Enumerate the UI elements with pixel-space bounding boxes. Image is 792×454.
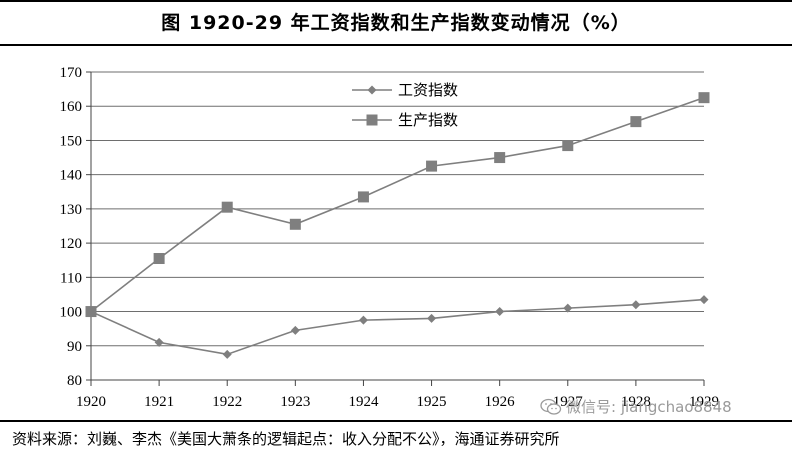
watermark: 微信号: jiangchao8848 <box>540 396 732 417</box>
watermark-text: 微信号: jiangchao8848 <box>566 398 732 416</box>
data-point <box>358 315 368 325</box>
y-tick-label: 150 <box>60 133 83 149</box>
y-tick-label: 100 <box>60 305 83 321</box>
legend-label: 生产指数 <box>398 111 458 129</box>
data-point <box>222 349 232 359</box>
y-tick-label: 110 <box>60 270 82 286</box>
chart-title-bar: 图 1920-29 年工资指数和生产指数变动情况（%） <box>0 0 792 46</box>
data-point <box>631 300 641 310</box>
x-tick-label: 1928 <box>621 394 651 410</box>
x-tick-label: 1926 <box>485 394 516 410</box>
data-point <box>562 140 574 152</box>
data-point <box>357 191 369 203</box>
data-point <box>494 152 506 164</box>
x-tick-label: 1920 <box>76 394 106 410</box>
source-note-bar: 资料来源：刘巍、李杰《美国大萧条的逻辑起点：收入分配不公》，海通证券研究所 <box>0 420 792 454</box>
x-tick-label: 1925 <box>417 394 447 410</box>
data-point <box>699 295 709 305</box>
y-tick-label: 140 <box>60 168 83 184</box>
legend-marker <box>367 85 377 95</box>
y-tick-label: 120 <box>60 236 83 252</box>
data-point <box>426 160 438 172</box>
legend-label: 工资指数 <box>398 81 458 99</box>
series-line-2 <box>90 96 705 313</box>
y-tick-label: 170 <box>60 65 83 81</box>
data-point <box>154 337 164 347</box>
data-point <box>630 116 642 128</box>
source-note: 资料来源：刘巍、李杰《美国大萧条的逻辑起点：收入分配不公》，海通证券研究所 <box>12 430 560 448</box>
x-tick-label: 1923 <box>280 394 310 410</box>
y-tick-label: 80 <box>67 373 82 389</box>
data-point <box>290 325 300 335</box>
y-tick-label: 130 <box>60 202 83 218</box>
data-point <box>153 253 165 265</box>
y-tick-label: 160 <box>60 99 83 115</box>
data-point <box>563 303 573 313</box>
x-tick-label: 1929 <box>689 394 719 410</box>
wechat-icon <box>540 398 562 415</box>
series-2 <box>85 92 710 318</box>
data-point <box>495 307 505 317</box>
data-point <box>221 201 233 213</box>
series-group <box>85 92 710 359</box>
chart-title: 图 1920-29 年工资指数和生产指数变动情况（%） <box>161 12 631 34</box>
data-point <box>427 313 437 323</box>
axes <box>90 72 704 381</box>
data-point <box>698 92 710 104</box>
series-1 <box>86 295 709 359</box>
x-tick-label: 1921 <box>144 394 174 410</box>
x-tick-label: 1924 <box>348 394 379 410</box>
y-tick-label: 90 <box>67 339 82 355</box>
x-tick-label: 1922 <box>212 394 242 410</box>
x-axis-ticks: 1920 1921 1922 1923 1924 1925 1926 1927 1928 1929 <box>76 380 719 410</box>
legend-marker <box>366 114 378 126</box>
data-point <box>85 306 97 318</box>
y-axis-ticks: 80 90 100 110 120 130 140 150 160 170 <box>60 65 91 389</box>
series-line-1 <box>90 298 705 356</box>
grid-lines <box>91 71 704 347</box>
line-chart: 80 90 100 110 120 130 140 150 160 170 1920 1921 192… <box>60 65 720 410</box>
data-point <box>289 218 301 230</box>
